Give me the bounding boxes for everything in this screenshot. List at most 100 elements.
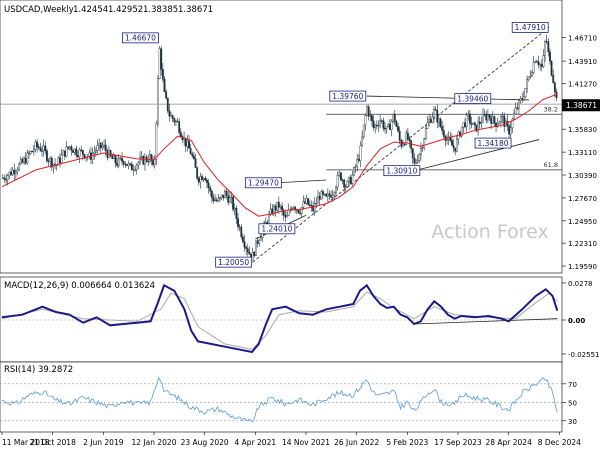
candle-body-221: [362, 124, 365, 138]
x-tick-1: 21 Oct 2018: [29, 438, 76, 447]
candle-body-121: [199, 176, 202, 183]
candle-body-12: [21, 159, 24, 163]
candle-body-127: [209, 187, 212, 192]
annotation-box-1: [215, 256, 253, 268]
annotation-label-1: 1.20050: [218, 258, 249, 267]
candle-body-100: [165, 91, 168, 99]
candle-body-139: [228, 197, 231, 203]
candle-body-158: [259, 237, 262, 241]
candle-body-84: [139, 157, 141, 163]
candle-body-29: [49, 157, 52, 162]
candle-body-7: [13, 169, 16, 175]
candle-body-245: [402, 143, 404, 147]
candle-body-45: [75, 148, 78, 156]
candle-body-104: [171, 115, 174, 119]
candle-body-102: [168, 110, 171, 117]
candle-body-264: [433, 108, 435, 118]
candle-body-97: [160, 48, 163, 70]
candle-body-136: [224, 191, 226, 198]
candle-body-258: [423, 138, 426, 148]
rsi-ytick-1: 50: [568, 399, 577, 407]
price-ytick-10: 1.19590: [568, 263, 597, 271]
annotation-box-8: [511, 21, 549, 33]
candle-body-325: [532, 62, 535, 73]
price-ytick-5: 1.33110: [568, 149, 597, 157]
x-tick-5: 4 Apr 2021: [235, 438, 277, 447]
candle-body-326: [534, 61, 537, 63]
candle-body-198: [325, 193, 328, 197]
candle-body-165: [271, 208, 274, 214]
candle-body-203: [333, 192, 336, 196]
candle-body-98: [161, 69, 164, 80]
candle-body-130: [214, 199, 217, 202]
candle-body-237: [388, 123, 391, 131]
candle-body-147: [242, 236, 244, 242]
candle-body-117: [193, 155, 195, 159]
candle-body-73: [121, 157, 123, 162]
trendline-2: [413, 139, 540, 172]
trendline-0: [252, 27, 550, 263]
candle-body-107: [176, 120, 179, 123]
candle-body-275: [451, 140, 453, 146]
candle-body-17: [29, 151, 32, 154]
candle-body-120: [197, 177, 200, 183]
candle-body-55: [91, 153, 94, 160]
candle-body-75: [124, 163, 127, 166]
candle-body-47: [78, 149, 81, 157]
candle-body-91: [150, 154, 153, 161]
candle-body-76: [126, 164, 128, 166]
candle-body-305: [500, 116, 502, 123]
candle-body-194: [318, 196, 321, 200]
candle-body-336: [550, 60, 553, 76]
candle-body-150: [246, 248, 249, 253]
candle-body-134: [220, 194, 223, 198]
rsi-ytick-0: 70: [568, 381, 577, 389]
candle-body-222: [364, 115, 367, 126]
candle-body-307: [503, 115, 506, 127]
candle-body-27: [46, 150, 48, 161]
candle-body-193: [317, 196, 319, 204]
candle-body-202: [331, 194, 334, 198]
candle-body-163: [268, 214, 270, 225]
candle-body-172: [282, 210, 285, 216]
candle-body-225: [369, 115, 372, 117]
candle-body-226: [371, 115, 373, 121]
candle-body-190: [312, 205, 315, 212]
rsi-title: RSI(14) 39.2872: [4, 365, 73, 375]
candle-body-101: [166, 97, 169, 112]
candle-body-41: [68, 146, 71, 149]
trendline-1: [366, 95, 529, 101]
candle-body-218: [357, 158, 360, 161]
candle-body-85: [140, 156, 143, 158]
candle-body-319: [522, 96, 525, 100]
price-ytick-2: 1.41270: [568, 80, 597, 88]
candle-body-311: [509, 127, 512, 135]
candle-body-23: [39, 147, 42, 151]
candle-body-154: [253, 252, 256, 257]
candle-body-67: [111, 155, 114, 160]
candle-body-16: [28, 152, 30, 154]
candle-body-103: [170, 115, 172, 117]
candle-body-213: [349, 177, 352, 184]
candle-body-231: [379, 120, 381, 126]
annotation-label-6: 1.39460: [457, 94, 488, 103]
candle-body-145: [238, 226, 241, 228]
candle-body-297: [486, 114, 489, 121]
candle-body-223: [366, 106, 368, 116]
candle-body-254: [416, 160, 419, 163]
candle-body-106: [175, 120, 177, 123]
candle-body-42: [70, 146, 73, 151]
candle-body-256: [420, 148, 422, 155]
candle-body-135: [222, 194, 225, 198]
candle-body-87: [144, 156, 146, 165]
candle-body-4: [8, 171, 11, 176]
price-ytick-4: 1.35830: [568, 126, 597, 134]
candle-body-260: [426, 122, 429, 129]
annotation-label-4: 1.39760: [332, 92, 363, 101]
macd-title: MACD(12,26,9) 0.006664 0.013624: [4, 281, 155, 291]
candle-body-228: [374, 124, 377, 128]
candle-body-146: [240, 226, 243, 238]
candle-body-301: [493, 116, 496, 124]
annotation-label-7: 1.34180: [478, 139, 509, 148]
candle-body-96: [158, 48, 161, 79]
